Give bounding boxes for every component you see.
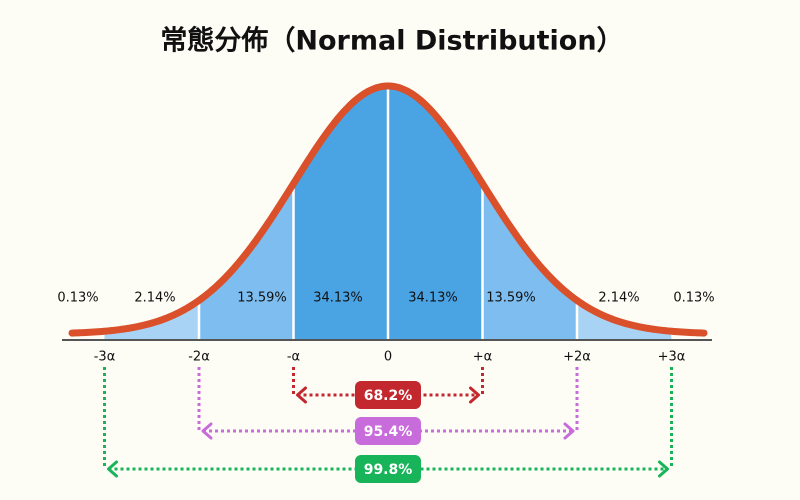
axis-label: +3α bbox=[658, 350, 686, 365]
arrow-head bbox=[658, 460, 669, 478]
axis-label: +α bbox=[473, 350, 492, 365]
axis-label: -2α bbox=[188, 350, 210, 365]
region-label: 0.13% bbox=[57, 291, 98, 306]
arrow-head bbox=[296, 386, 307, 404]
axis-label: 0 bbox=[384, 350, 392, 365]
region-label: 34.13% bbox=[313, 291, 363, 306]
axis-label: -α bbox=[287, 350, 300, 365]
region-label: 2.14% bbox=[598, 291, 639, 306]
region-label: 0.13% bbox=[673, 291, 714, 306]
arrow-head bbox=[563, 422, 575, 440]
title: 常態分佈（Normal Distribution） bbox=[160, 25, 623, 57]
axis-label: +2α bbox=[563, 350, 591, 365]
region-label: 2.14% bbox=[134, 291, 175, 306]
region-label: 13.59% bbox=[237, 291, 287, 306]
region-label: 13.59% bbox=[486, 291, 536, 306]
arrow-head bbox=[201, 422, 213, 440]
axis-label: -3α bbox=[94, 350, 116, 365]
range-badge bbox=[355, 455, 421, 483]
range-badge bbox=[355, 417, 421, 445]
range-label: 95.4% bbox=[364, 424, 413, 440]
arrow-head bbox=[107, 460, 118, 478]
range-label: 68.2% bbox=[364, 388, 413, 404]
region-label: 34.13% bbox=[408, 291, 458, 306]
bell-curve bbox=[68, 82, 708, 337]
range-badge bbox=[355, 381, 421, 409]
arrow-head bbox=[469, 386, 480, 404]
range-label: 99.8% bbox=[364, 462, 413, 478]
